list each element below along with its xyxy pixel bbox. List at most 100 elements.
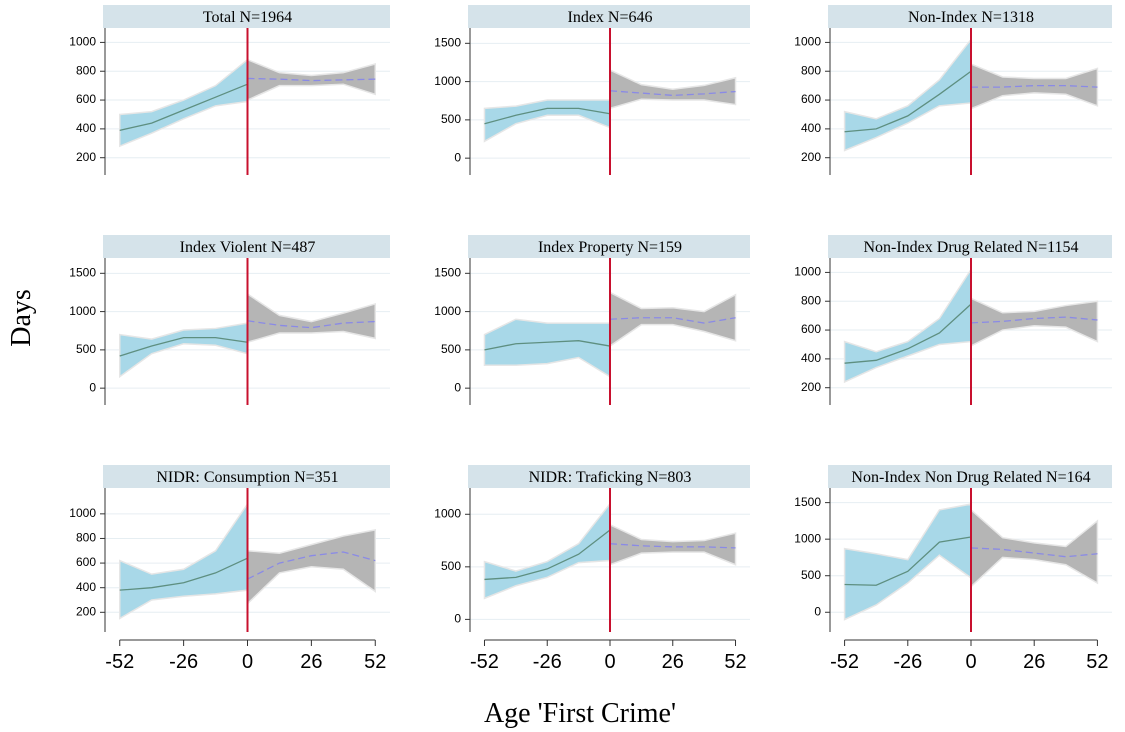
confidence-band [246,58,377,102]
panel-title: NIDR: Traficking N=803 [529,469,692,486]
y-tick-label: 500 [441,342,461,356]
y-tick-label: 600 [76,555,96,569]
y-tick-label: 1000 [794,265,821,279]
confidence-band [609,523,737,566]
fit-line [609,317,736,324]
confidence-band [843,266,972,384]
y-tick-label: 200 [801,150,821,164]
x-tick-label: 0 [604,651,615,673]
panel-title: Non-Index Non Drug Related N=164 [851,469,1090,486]
y-tick-label: 500 [441,112,461,126]
y-tick-label: 400 [801,351,821,365]
y-tick-label: 1000 [434,506,461,520]
x-tick-label: -52 [470,651,499,673]
y-tick-label: 1500 [434,35,461,49]
y-tick-label: 200 [76,150,96,164]
fit-line [247,551,376,580]
confidence-band [843,37,972,152]
fit-line [844,303,972,364]
y-tick-label: 200 [76,604,96,618]
y-tick-label: 1500 [69,265,96,279]
panel-title: Non-Index Drug Related N=1154 [863,239,1078,256]
confidence-band [483,99,611,143]
fit-line [119,83,248,131]
fit-line [971,84,1098,88]
y-tick-label: 0 [454,380,461,394]
panel-header [828,5,1112,28]
y-tick-label: 0 [89,380,96,394]
x-tick-label: 0 [965,651,976,673]
fit-line [484,340,611,351]
y-tick-label: 1000 [69,506,96,520]
y-tick-label: 800 [801,293,821,307]
panel-title: Non-Index N=1318 [908,9,1034,26]
fit-line [844,536,972,586]
y-tick-label: 600 [76,92,96,106]
confidence-band [609,68,737,110]
fit-line [119,557,248,591]
y-tick-label: 1000 [434,304,461,318]
confidence-band [246,528,377,606]
x-tick-label: 52 [364,651,386,673]
fit-line [609,543,736,549]
fit-line [484,529,611,581]
y-tick-label: 1000 [794,531,821,545]
panel-header [468,465,750,488]
y-tick-label: 800 [76,63,96,77]
y-tick-label: 600 [801,92,821,106]
confidence-band [970,297,1099,348]
panel-header [468,235,750,258]
panel-title: Index Violent N=487 [180,239,316,256]
x-tick-label: 0 [242,651,253,673]
panel-title: NIDR: Consumption N=351 [156,469,338,486]
y-tick-label: 1000 [69,304,96,318]
confidence-band [118,501,249,620]
x-tick-label: -26 [893,651,922,673]
y-tick-label: 400 [76,580,96,594]
confidence-band [609,291,737,348]
y-tick-label: 0 [454,612,461,626]
panel-title: Total N=1964 [203,9,292,26]
panel-header [468,5,750,28]
y-axis-label: Days [6,289,37,347]
x-tick-label: 26 [662,651,684,673]
confidence-band [483,501,611,600]
fit-line [844,70,972,133]
y-tick-label: 400 [76,121,96,135]
y-tick-label: 1000 [69,35,96,49]
x-tick-label: 52 [724,651,746,673]
confidence-band [970,62,1099,110]
panel-header [828,465,1112,488]
panel-header [828,235,1112,258]
panel-header [103,235,390,258]
y-tick-label: 0 [454,150,461,164]
fit-line [609,90,736,97]
x-tick-label: -52 [830,651,859,673]
y-tick-label: 0 [814,604,821,618]
y-tick-label: 1000 [794,35,821,49]
panel-header [103,5,390,28]
x-tick-label: 52 [1086,651,1108,673]
y-tick-label: 1500 [434,265,461,279]
y-tick-label: 600 [801,322,821,336]
y-tick-label: 800 [801,63,821,77]
fit-line [970,316,1098,324]
panel-header [103,465,390,488]
y-tick-label: 500 [76,342,96,356]
y-tick-label: 200 [801,380,821,394]
panel-title: Index N=646 [567,9,652,26]
y-tick-label: 800 [76,531,96,545]
fit-line [484,107,611,125]
y-tick-label: 400 [801,121,821,135]
x-tick-label: -52 [105,651,134,673]
confidence-band [246,292,377,344]
panel-title: Index Property N=159 [538,239,682,256]
x-tick-label: -26 [533,651,562,673]
x-tick-label: 26 [300,651,322,673]
y-tick-label: 1500 [794,495,821,509]
x-tick-label: -26 [169,651,198,673]
confidence-band [118,58,249,148]
x-tick-label: 26 [1023,651,1045,673]
confidence-band [970,508,1099,589]
